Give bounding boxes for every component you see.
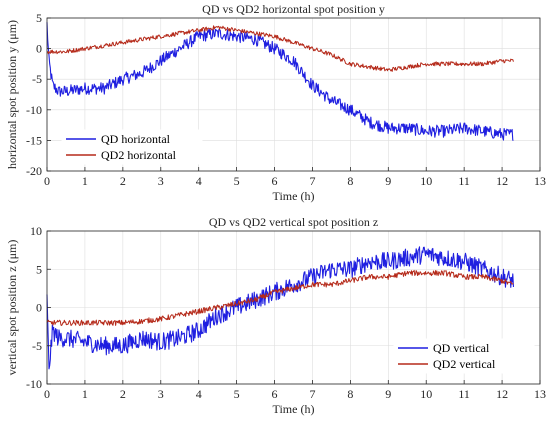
axes-frame (46, 17, 541, 172)
x-tick-label: 11 (458, 387, 470, 401)
legend-entry: QD2 vertical (433, 357, 496, 371)
x-tick-label: 4 (196, 174, 202, 188)
y-axis-label: vertical spot position z (μm) (5, 240, 19, 376)
y-tick-label: -10 (26, 377, 42, 391)
chart-title: QD vs QD2 vertical spot position z (209, 215, 378, 229)
series-line-qd2-horizontal (46, 25, 514, 72)
x-tick-label: 1 (82, 387, 88, 401)
x-tick-label: 11 (458, 174, 470, 188)
x-tick-label: 0 (44, 174, 50, 188)
x-tick-label: 13 (534, 387, 546, 401)
x-tick-label: 12 (496, 174, 508, 188)
y-tick-label: 0 (36, 301, 42, 315)
x-tick-label: 8 (347, 387, 353, 401)
legend-entry: QD2 horizontal (101, 148, 177, 162)
x-tick-label: 4 (196, 387, 202, 401)
x-tick-label: 1 (82, 174, 88, 188)
x-tick-label: 12 (496, 387, 508, 401)
x-tick-label: 2 (120, 387, 126, 401)
x-tick-label: 10 (420, 387, 432, 401)
y-tick-label: -5 (32, 339, 42, 353)
x-tick-label: 2 (120, 174, 126, 188)
x-tick-label: 0 (44, 387, 50, 401)
x-tick-label: 13 (534, 174, 546, 188)
legend-entry: QD horizontal (101, 132, 171, 146)
x-tick-label: 5 (234, 387, 240, 401)
y-tick-label: -15 (26, 133, 42, 147)
y-tick-label: -5 (32, 72, 42, 86)
x-tick-label: 3 (158, 174, 164, 188)
series-line-qd2-vertical (46, 269, 514, 326)
legend-box (61, 129, 203, 165)
x-axis-label: Time (h) (273, 402, 315, 416)
x-tick-label: 9 (385, 174, 391, 188)
y-tick-label: 10 (30, 224, 42, 238)
chart-title: QD vs QD2 horizontal spot position y (202, 2, 385, 16)
x-tick-label: 8 (347, 174, 353, 188)
x-tick-label: 5 (234, 174, 240, 188)
legend: QD vertical QD2 vertical (393, 338, 535, 374)
legend: QD horizontal QD2 horizontal (61, 129, 203, 165)
x-tick-label: 3 (158, 387, 164, 401)
y-tick-label: -10 (26, 103, 42, 117)
x-axis-label: Time (h) (273, 189, 315, 203)
x-tick-label: 7 (309, 174, 315, 188)
x-tick-label: 6 (272, 387, 278, 401)
y-tick-label: -20 (26, 164, 42, 178)
x-tick-label: 7 (309, 387, 315, 401)
y-tick-label: 5 (36, 11, 42, 25)
y-tick-label: 5 (36, 262, 42, 276)
x-tick-label: 10 (420, 174, 432, 188)
y-axis-label: horizontal spot position y (μm) (5, 20, 19, 169)
x-tick-label: 6 (272, 174, 278, 188)
legend-box (393, 338, 535, 374)
series-line-qd-horizontal (46, 22, 514, 141)
x-tick-label: 9 (385, 387, 391, 401)
y-tick-label: 0 (36, 42, 42, 56)
legend-entry: QD vertical (433, 341, 490, 355)
